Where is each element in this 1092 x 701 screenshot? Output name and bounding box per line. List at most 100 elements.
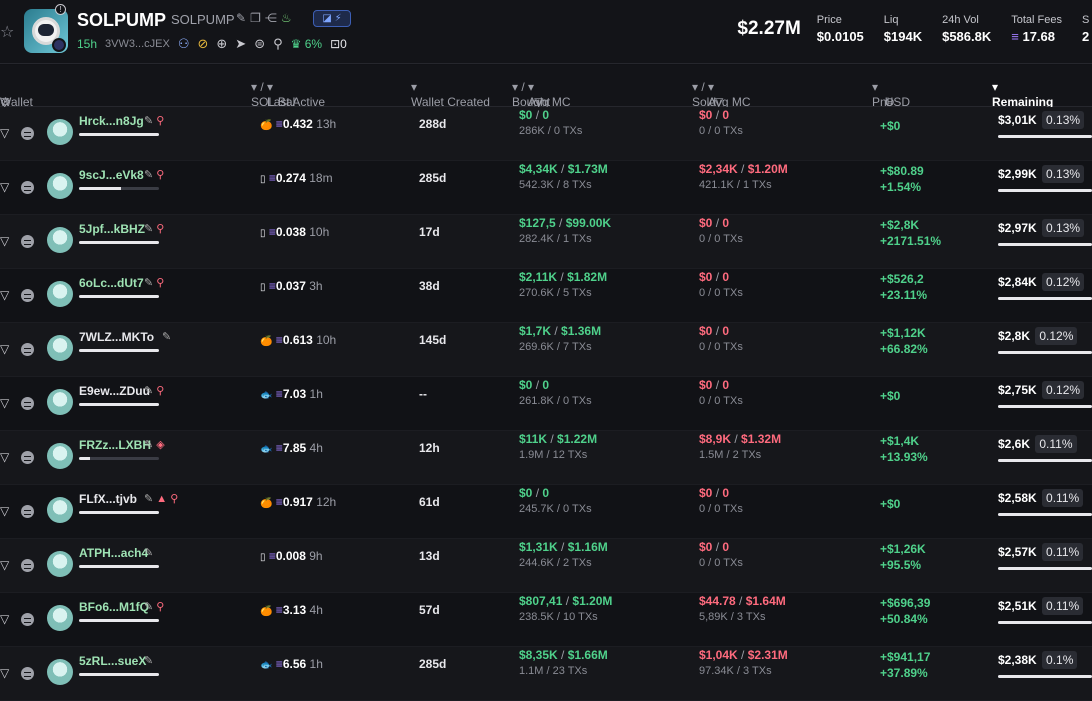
wallet-address[interactable]: BFo6...M1fQ xyxy=(79,600,150,614)
filter-icon[interactable]: ▽ xyxy=(0,612,10,626)
sol-icon: ≡ xyxy=(1011,29,1019,44)
table-row[interactable]: ▽ E9ew...ZDuu ✎ ⚲ 🐟 ≡7.03 1h -- $0 / 0 2… xyxy=(0,377,1092,431)
wallet-tags[interactable]: ✎ ⚲ xyxy=(144,222,164,235)
table-row[interactable]: ▽ 5Jpf...kBHZ ✎ ⚲ ▯ ≡0.038 10h 17d $127,… xyxy=(0,215,1092,269)
wallet-address[interactable]: ATPH...ach4 xyxy=(79,546,149,560)
edit-icon: ✎ xyxy=(144,547,154,559)
menu-icon[interactable] xyxy=(21,235,34,248)
avatar[interactable] xyxy=(47,173,73,199)
menu-icon[interactable] xyxy=(21,613,34,626)
filter-icon[interactable]: ▽ xyxy=(0,288,10,302)
warning-icon[interactable]: ⊘ xyxy=(197,36,209,51)
avatar[interactable] xyxy=(47,281,73,307)
filter-icon[interactable]: ▽ xyxy=(0,396,10,410)
avatar[interactable] xyxy=(47,227,73,253)
avatar[interactable] xyxy=(47,389,73,415)
avatar[interactable] xyxy=(47,335,73,361)
wallet-address[interactable]: FRZz...LXBH xyxy=(79,438,151,452)
table-row[interactable]: ▽ FLfX...tjvb ✎ ▲ ⚲ 🍊 ≡0.917 12h 61d $0 … xyxy=(0,485,1092,539)
avatar[interactable] xyxy=(47,659,73,685)
menu-icon[interactable] xyxy=(21,397,34,410)
token-avatar[interactable] xyxy=(24,9,68,53)
bought-cell: $4,34K / $1.73M 542.3K / 8 TXs xyxy=(519,162,608,191)
filter-icon[interactable]: ▽ xyxy=(0,342,10,356)
sold-cell: $0 / 0 0 / 0 TXs xyxy=(699,486,743,515)
source-icon: ▯ xyxy=(260,552,266,563)
remaining-fill xyxy=(998,297,1092,300)
table-row[interactable]: ▽ 5zRL...sueX ✎ 🐟 ≡6.56 1h 285d $8,35K /… xyxy=(0,647,1092,701)
list-icon[interactable]: ⊜ xyxy=(254,36,266,51)
avatar[interactable] xyxy=(47,119,73,145)
boost-badge[interactable]: ◪ ⚡ xyxy=(313,10,351,27)
wallet-address[interactable]: 5zRL...sueX xyxy=(79,654,147,668)
bought-cell: $1,31K / $1.16M 244.6K / 2 TXs xyxy=(519,540,608,569)
remaining-bar xyxy=(998,297,1092,300)
wallet-address[interactable]: FLfX...tjvb xyxy=(79,492,137,506)
filter-icon[interactable]: ▽ xyxy=(0,558,10,572)
wallet-tags[interactable]: ✎ ◈ xyxy=(144,438,165,451)
wallet-address[interactable]: 9scJ...eVk8 xyxy=(79,168,144,182)
table-row[interactable]: ▽ FRZz...LXBH ✎ ◈ 🐟 ≡7.85 4h 12h $11K / … xyxy=(0,431,1092,485)
filter-icon[interactable]: ▽ xyxy=(0,126,10,140)
menu-icon[interactable] xyxy=(21,343,34,356)
wallet-tags[interactable]: ✎ ⚲ xyxy=(144,384,164,397)
col-remaining[interactable]: Remaining ▾ xyxy=(992,80,1054,109)
col-wallet-created[interactable]: Wallet Created ▾ xyxy=(411,80,490,109)
wallet-tags[interactable]: ✎ ⚲ xyxy=(144,168,164,181)
wallet-tags[interactable]: ✎ ▲ ⚲ xyxy=(144,492,178,505)
menu-icon[interactable] xyxy=(21,559,34,572)
wallet-tags[interactable]: ✎ xyxy=(162,330,171,343)
menu-icon[interactable] xyxy=(21,127,34,140)
remaining-cell: $2,99K 0.13% xyxy=(998,165,1085,183)
filter-icon[interactable]: ▽ xyxy=(0,180,10,194)
wallet-address[interactable]: 6oLc...dUt7 xyxy=(79,276,144,290)
sol-icon: ≡ xyxy=(275,387,283,401)
wallet-address[interactable]: Hrck...n8Jg xyxy=(79,114,144,128)
wallet-address[interactable]: E9ew...ZDuu xyxy=(79,384,150,398)
wallet-address[interactable]: 7WLZ...MKTo xyxy=(79,330,155,344)
edit-icon[interactable]: ✎ xyxy=(236,11,247,25)
bought-cell: $0 / 0 261.8K / 0 TXs xyxy=(519,378,592,407)
star-icon[interactable]: ☆ xyxy=(0,24,15,41)
filter-icon[interactable]: ▽ xyxy=(0,234,10,248)
wallet-tags[interactable]: ✎ xyxy=(144,546,153,559)
filter-icon[interactable]: ▽ xyxy=(0,666,10,680)
search-icon[interactable]: ⚲ xyxy=(273,36,283,51)
table-row[interactable]: ▽ 7WLZ...MKTo ✎ 🍊 ≡0.613 10h 145d $1,7K … xyxy=(0,323,1092,377)
table-row[interactable]: ▽ ATPH...ach4 ✎ ▯ ≡0.008 9h 13d $1,31K /… xyxy=(0,539,1092,593)
copy-icon[interactable]: ❐ xyxy=(250,11,261,25)
avatar[interactable] xyxy=(47,551,73,577)
pump-icon[interactable]: ♨ xyxy=(280,11,292,25)
table-row[interactable]: ▽ 6oLc...dUt7 ✎ ⚲ ▯ ≡0.037 3h 38d $2,11K… xyxy=(0,269,1092,323)
avatar[interactable] xyxy=(47,443,73,469)
menu-icon[interactable] xyxy=(21,289,34,302)
menu-icon[interactable] xyxy=(21,181,34,194)
table-row[interactable]: ▽ 9scJ...eVk8 ✎ ⚲ ▯ ≡0.274 18m 285d $4,3… xyxy=(0,161,1092,215)
token-address[interactable]: 3VW3...cJEX xyxy=(105,38,170,50)
filter-icon[interactable]: ▽ xyxy=(0,504,10,518)
pnl-cell: +$0 xyxy=(880,497,901,511)
table-row[interactable]: ▽ BFo6...M1fQ ✎ ⚲ 🍊 ≡3.13 4h 57d $807,41… xyxy=(0,593,1092,647)
info-icon[interactable]: ! xyxy=(55,4,66,15)
menu-icon[interactable] xyxy=(21,667,34,680)
avatar[interactable] xyxy=(47,605,73,631)
wallet-tags[interactable]: ✎ ⚲ xyxy=(144,114,164,127)
table-row[interactable]: ▽ Hrck...n8Jg ✎ ⚲ 🍊 ≡0.432 13h 288d $0 /… xyxy=(0,107,1092,161)
wallet-tags[interactable]: ✎ ⚲ xyxy=(144,600,164,613)
globe-icon[interactable]: ⊕ xyxy=(216,36,228,51)
bought-cell: $8,35K / $1.66M 1.1M / 23 TXs xyxy=(519,648,608,677)
col-bought[interactable]: Bought ▾ / Avg MC ▾ ▽ xyxy=(512,80,571,109)
avatar[interactable] xyxy=(47,497,73,523)
share-icon[interactable]: ⋲ xyxy=(264,11,277,25)
wallet-address[interactable]: 5Jpf...kBHZ xyxy=(79,222,146,236)
telegram-icon[interactable]: ➤ xyxy=(235,36,247,51)
col-sold[interactable]: Sold ▾ / Avg MC ▾ ▽ xyxy=(692,80,751,109)
col-sol-bal[interactable]: SOL Bal ▾ / Last Active ▾ xyxy=(251,80,326,109)
wallet-tags[interactable]: ✎ xyxy=(144,654,153,667)
menu-icon[interactable] xyxy=(21,451,34,464)
wallet-tags[interactable]: ✎ ⚲ xyxy=(144,276,164,289)
user-icon[interactable]: ⚇ xyxy=(177,36,190,51)
col-pnl[interactable]: Pnl ▾ USD ⊜ xyxy=(872,80,911,109)
menu-icon[interactable] xyxy=(21,505,34,518)
filter-icon[interactable]: ▽ xyxy=(0,450,10,464)
